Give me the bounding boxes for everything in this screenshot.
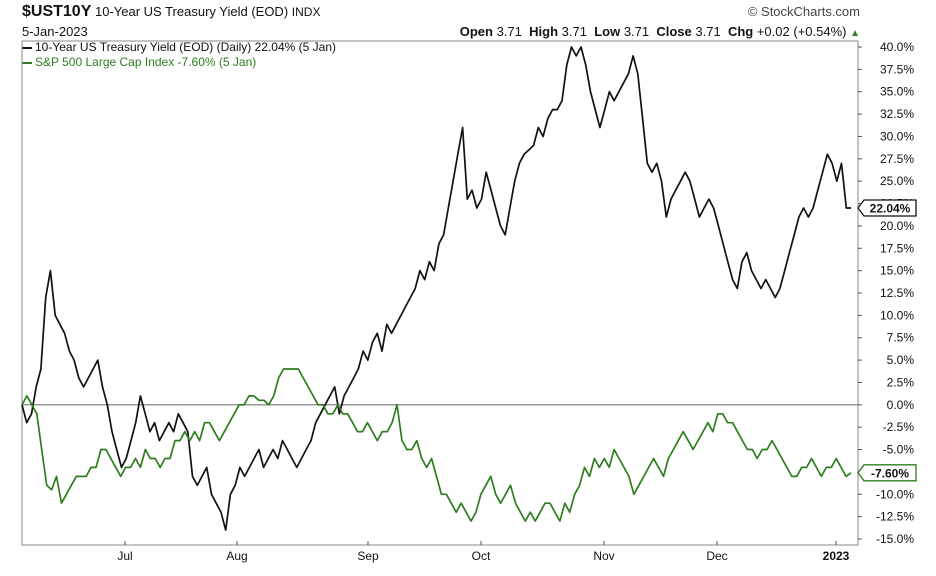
y-tick-label: -5.0% (883, 443, 915, 457)
y-tick-label: 40.0% (880, 40, 914, 54)
legend-swatch-sp500 (22, 61, 32, 64)
y-tick-label: 2.5% (887, 375, 915, 389)
y-tick-label: 5.0% (887, 353, 915, 367)
legend-text-treasury: 10-Year US Treasury Yield (EOD) (Daily) … (35, 40, 337, 54)
y-tick-label: 10.0% (880, 308, 914, 322)
y-tick-label: 12.5% (880, 286, 914, 300)
y-tick-label: 32.5% (880, 107, 914, 121)
x-tick-label: Aug (226, 549, 247, 563)
x-tick-label: Jul (117, 549, 132, 563)
y-tick-label: -12.5% (876, 510, 914, 524)
y-tick-label: 25.0% (880, 174, 914, 188)
y-tick-label: -15.0% (876, 532, 914, 546)
low-value: 3.71 (623, 24, 650, 39)
sp500-last-value-label: -7.60% (871, 466, 909, 480)
y-tick-label: -2.5% (883, 420, 915, 434)
chart-date: 5-Jan-2023 (22, 24, 88, 39)
legend-text-sp500: S&P 500 Large Cap Index -7.60% (5 Jan) (35, 55, 257, 69)
y-tick-label: -10.0% (876, 487, 914, 501)
exchange-label: INDX (291, 5, 321, 19)
chart-legend: 10-Year US Treasury Yield (EOD) (Daily) … (22, 40, 336, 70)
low-label: Low (594, 24, 621, 39)
x-tick-label: Sep (357, 549, 379, 563)
x-tick-label: 2023 (823, 549, 850, 563)
y-tick-label: 7.5% (887, 331, 915, 345)
legend-swatch-treasury (22, 46, 32, 49)
y-tick-label: 17.5% (880, 241, 914, 255)
ticker-symbol: $UST10Y (22, 3, 92, 20)
y-tick-label: 30.0% (880, 129, 914, 143)
open-label: Open (459, 24, 493, 39)
close-label: Close (656, 24, 692, 39)
y-tick-label: 20.0% (880, 219, 914, 233)
x-tick-label: Dec (706, 549, 727, 563)
y-tick-label: 0.0% (887, 398, 915, 412)
y-tick-label: 15.0% (880, 264, 914, 278)
x-tick-label: Nov (593, 549, 614, 563)
y-tick-label: 35.0% (880, 85, 914, 99)
plot-frame (21, 40, 859, 546)
chg-label: Chg (727, 24, 754, 39)
treasury-last-value-box (857, 199, 917, 217)
chg-value: +0.02 (+0.54%) (756, 24, 847, 39)
open-value: 3.71 (496, 24, 522, 39)
brand-watermark: © StockCharts.com (747, 4, 860, 19)
legend-entry-sp500: S&P 500 Large Cap Index -7.60% (5 Jan) (22, 55, 336, 70)
instrument-name: 10-Year US Treasury Yield (EOD) (95, 4, 289, 19)
high-label: High (529, 24, 559, 39)
x-tick-label: Oct (472, 549, 491, 563)
ohlc-readout: Open 3.71 High 3.71 Low 3.71 Close 3.71 … (460, 24, 860, 39)
chart-title-row: $UST10Y 10-Year US Treasury Yield (EOD) … (22, 3, 320, 21)
up-arrow-icon: ▲ (850, 28, 860, 39)
y-tick-label: 27.5% (880, 152, 914, 166)
y-tick-label: 37.5% (880, 62, 914, 76)
high-value: 3.71 (561, 24, 587, 39)
sp500-line (21, 368, 852, 522)
sp500-last-value-box (857, 464, 917, 482)
legend-entry-treasury: 10-Year US Treasury Yield (EOD) (Daily) … (22, 40, 336, 55)
treasury-yield-line (21, 46, 851, 531)
close-value: 3.71 (695, 24, 721, 39)
treasury-last-value-label: 22.04% (870, 202, 911, 216)
